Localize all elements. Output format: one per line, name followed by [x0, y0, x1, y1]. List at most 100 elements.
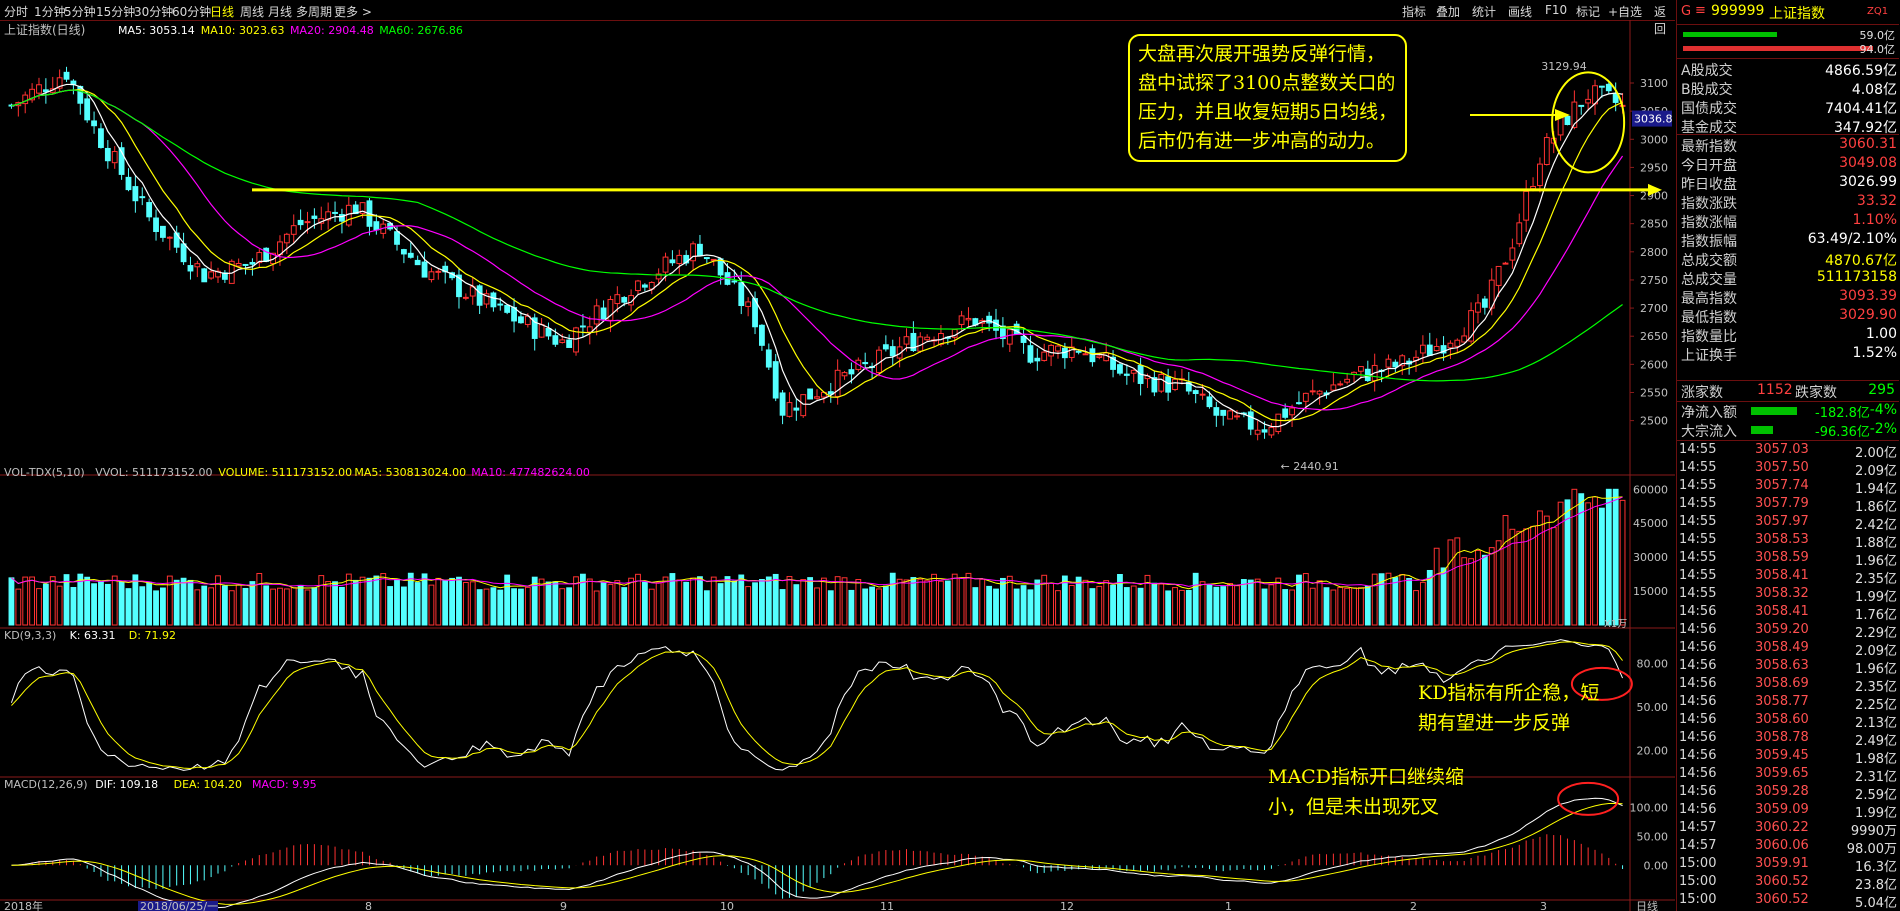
candle-body — [717, 258, 724, 276]
volume-bar — [1488, 547, 1495, 626]
tool-3[interactable]: 画线 — [1508, 5, 1533, 19]
volume-bar — [1220, 586, 1227, 626]
volume-bar — [1530, 525, 1536, 626]
candle-body — [215, 270, 221, 278]
volume-bar — [1130, 585, 1137, 626]
period-9[interactable]: 多周期 — [296, 5, 333, 19]
candle-body — [862, 362, 869, 365]
tool-4[interactable]: F10 — [1545, 3, 1568, 17]
x-axis-label-6: 12 — [1060, 900, 1074, 911]
candle-body — [924, 336, 931, 341]
volume-bar — [1598, 507, 1605, 626]
volume-bar — [765, 576, 772, 626]
volume-bar — [1006, 575, 1013, 626]
annotation-line: 压力，并且收复短期5日均线， — [1138, 101, 1398, 123]
tool-1[interactable]: 叠加 — [1436, 5, 1461, 19]
period-0[interactable]: 分时 — [4, 5, 29, 19]
volume-bar — [235, 584, 242, 626]
volume-bar — [1234, 585, 1240, 626]
volume-bar — [1406, 578, 1413, 626]
tool-5[interactable]: 标记 — [1576, 5, 1601, 19]
candle-body — [1282, 408, 1289, 418]
tick-price: 3057.74 — [1755, 478, 1809, 493]
volume-bar — [518, 588, 524, 626]
volume-bar — [869, 586, 875, 626]
tick-time: 14:56 — [1679, 802, 1717, 817]
volume-bar — [49, 576, 56, 626]
tool-0[interactable]: 指标 — [1402, 5, 1427, 19]
x-axis-period-label: 日线 — [1636, 899, 1658, 911]
tool-2[interactable]: 统计 — [1472, 5, 1497, 19]
menu-icon[interactable]: ≡ — [1695, 3, 1706, 18]
volume-bar — [490, 587, 497, 626]
tick-row: 14:55 3057.03 2.00亿 — [1677, 442, 1899, 461]
price-tick-label: 2650 — [1640, 330, 1668, 343]
volume-bar — [703, 590, 710, 626]
candle-body — [42, 89, 49, 93]
tick-row: 14:55 3058.59 1.96亿 — [1677, 550, 1899, 569]
period-2[interactable]: 5分钟 — [64, 5, 96, 19]
volume-bar — [1213, 586, 1220, 626]
stock-name: 上证指数 — [1769, 6, 1825, 22]
volume-bar — [862, 588, 869, 626]
tool-7[interactable]: 返回 — [1654, 5, 1667, 36]
volume-bar — [1316, 580, 1323, 626]
candle-body — [579, 325, 586, 328]
period-5[interactable]: 60分钟 — [172, 5, 212, 19]
volume-bar — [187, 579, 194, 626]
candle-body — [669, 259, 676, 264]
tick-time: 14:55 — [1679, 460, 1717, 475]
candle-body — [600, 307, 607, 320]
vol-tick-label: 60000 — [1633, 483, 1668, 496]
tick-time: 14:57 — [1679, 820, 1717, 835]
down-label: 跌家数 — [1795, 385, 1837, 401]
tick-price: 3058.53 — [1755, 532, 1809, 547]
ma-line-MA20 — [11, 89, 1624, 411]
volume-bar — [538, 578, 545, 626]
stat-value: 3026.99 — [1839, 174, 1897, 190]
callout-arrow-head — [1555, 109, 1570, 121]
kd-legend-1: K: 63.31 — [70, 629, 116, 642]
stat-label: 基金成交 — [1681, 120, 1737, 136]
period-4[interactable]: 30分钟 — [134, 5, 174, 19]
volume-bar — [965, 572, 972, 626]
period-3[interactable]: 15分钟 — [96, 5, 136, 19]
ma-legend-0: MA5: 3053.14 — [118, 24, 195, 37]
candle-body — [1537, 163, 1543, 187]
volume-bar — [786, 576, 793, 626]
tool-6[interactable]: +自选 — [1608, 5, 1643, 19]
candle-body — [1048, 344, 1055, 357]
period-8[interactable]: 月线 — [268, 5, 293, 19]
stat-row: 总成交额 4870.67亿 — [1679, 250, 1899, 269]
candle-body — [903, 336, 910, 345]
price-tick-label: 2900 — [1640, 190, 1668, 203]
period-1[interactable]: 1分钟 — [34, 5, 66, 19]
stat-value: 347.92亿 — [1834, 120, 1897, 136]
tick-volume: 23.8亿 — [1855, 878, 1897, 893]
period-6[interactable]: 日线 — [210, 5, 235, 19]
volume-bar — [1433, 547, 1440, 626]
volume-bar — [1344, 587, 1351, 626]
tick-row: 14:55 3057.74 1.94亿 — [1677, 478, 1899, 497]
volume-bar — [979, 578, 986, 626]
volume-bar — [1516, 530, 1523, 626]
divider — [1677, 440, 1899, 441]
volume-bar — [70, 587, 77, 626]
volume-bar — [910, 577, 917, 626]
volume-bar — [1564, 499, 1571, 626]
volume-bar — [628, 577, 635, 626]
candle-body — [655, 273, 662, 280]
tick-row: 14:56 3059.28 2.59亿 — [1677, 784, 1899, 803]
period-10[interactable]: 更多 > — [334, 5, 372, 19]
volume-bar — [352, 579, 359, 626]
period-7[interactable]: 周线 — [240, 5, 265, 19]
candle-body — [1041, 351, 1048, 361]
tick-time: 14:56 — [1679, 604, 1717, 619]
volume-bar — [951, 573, 958, 626]
stat-row: 今日开盘 3049.08 — [1679, 155, 1899, 174]
candle-body — [731, 280, 738, 283]
tick-row: 14:56 3058.78 2.49亿 — [1677, 730, 1899, 749]
volume-bar — [1571, 488, 1578, 626]
price-tick-label: 2600 — [1640, 358, 1668, 371]
macd-legend-3: MACD: 9.95 — [252, 778, 317, 791]
